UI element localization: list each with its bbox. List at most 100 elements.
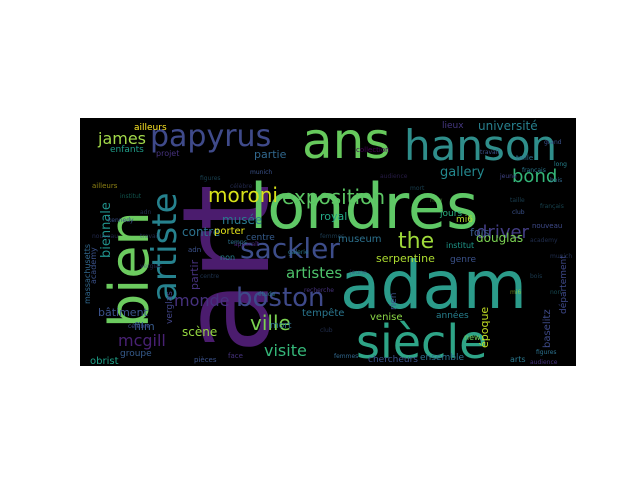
cloud-word: pièces [194, 356, 217, 364]
cloud-word: ensemble [420, 353, 464, 363]
cloud-word: mcgill [118, 331, 166, 350]
cloud-word-small: centre [200, 273, 219, 280]
cloud-word: rien [389, 293, 399, 310]
cloud-word: verglas [165, 291, 175, 324]
cloud-word-small: verglas [140, 263, 162, 270]
cloud-word: taille [516, 154, 533, 162]
cloud-word: apparaît [234, 241, 260, 248]
cloud-word: ailleurs [134, 123, 167, 133]
cloud-word: contre [182, 225, 220, 239]
cloud-word: département [558, 255, 569, 314]
cloud-word-small: adn [140, 209, 151, 216]
cloud-word: munich [250, 169, 272, 176]
cloud-word: temps [228, 239, 247, 246]
cloud-word: face [228, 352, 243, 360]
cloud-word: art [158, 184, 297, 354]
cloud-word: baselitz [542, 309, 553, 348]
cloud-word: galerie [288, 249, 309, 256]
cloud-word: museum [338, 234, 382, 245]
cloud-word-small: new [430, 197, 442, 204]
cloud-word: scène [182, 325, 217, 339]
cloud-word-small: institut [120, 193, 142, 200]
cloud-word-small: jeune [349, 269, 367, 276]
cloud-word-small: travail [140, 233, 159, 240]
cloud-word-small: figures [200, 175, 221, 182]
cloud-word: artiste [145, 192, 185, 302]
cloud-word: kennedy [108, 217, 134, 224]
cloud-word: sackler [240, 232, 340, 265]
cloud-word: grand [544, 139, 562, 146]
cloud-word: moroni [208, 183, 278, 207]
cloud-word: célèbre [128, 323, 150, 330]
cloud-word: club [512, 209, 525, 216]
cloud-word: douglas [476, 231, 523, 245]
cloud-word-small: célèbre [230, 183, 252, 190]
cloud-word: adn [188, 246, 201, 254]
cloud-word: genre [450, 255, 476, 265]
cloud-word: adam [340, 247, 527, 324]
cloud-word: travail [480, 149, 499, 156]
cloud-word: visite [264, 341, 307, 360]
cloud-word-small: nouveau [92, 233, 118, 240]
cloud-word: bois [550, 177, 562, 184]
cloud-word: massachusetts [83, 244, 92, 304]
cloud-word: ville [250, 311, 291, 335]
cloud-word: étude [258, 291, 276, 298]
cloud-word: institut [446, 241, 474, 250]
cloud-word: enfants [110, 145, 144, 155]
cloud-word: bâtiment [98, 306, 149, 319]
cloud-word: mort [270, 321, 292, 331]
cloud-word: français [522, 167, 546, 174]
cloud-word: papyrus [150, 119, 271, 154]
cloud-word: boston [236, 283, 325, 313]
cloud-word: partie [254, 148, 287, 161]
cloud-word: siècle [356, 315, 487, 366]
cloud-word: academy [89, 247, 98, 284]
cloud-word: recherche [304, 287, 334, 294]
cloud-word: porter [214, 226, 246, 237]
cloud-word: mi6 [456, 215, 473, 225]
cloud-word: ans [302, 118, 390, 170]
word-cloud: art londres adam bien ans hanson siècle papyrus… [80, 118, 576, 366]
cloud-word: bond [512, 166, 557, 187]
cloud-word-small: français [540, 203, 564, 210]
cloud-word-small: non [550, 289, 561, 296]
cloud-word: figures [536, 349, 557, 356]
cloud-word-small: academy [530, 237, 558, 244]
cloud-word: the [398, 229, 434, 254]
cloud-word: film [134, 320, 155, 333]
cloud-word-small: ailleurs [92, 182, 118, 190]
cloud-word: fois [470, 226, 490, 239]
cloud-word: époque [478, 307, 491, 348]
cloud-word: non [220, 253, 235, 262]
cloud-word: jeune [499, 173, 517, 180]
cloud-word: collection [356, 146, 390, 154]
cloud-word: driver [476, 222, 530, 243]
cloud-word: venise [370, 312, 403, 323]
cloud-word: royal [320, 210, 347, 223]
cloud-word: obrist [90, 356, 119, 366]
cloud-word: serpentine [376, 252, 435, 265]
cloud-word: femmes [334, 353, 358, 360]
cloud-word: bien [98, 211, 161, 328]
cloud-word-small: femmes [320, 233, 344, 240]
cloud-word-small: taille [510, 197, 525, 204]
cloud-word: jours [439, 209, 462, 219]
cloud-word: groupe [120, 349, 152, 359]
cloud-word: années [436, 310, 469, 321]
cloud-word: tempête [302, 307, 344, 319]
cloud-word: partir [188, 259, 201, 290]
cloud-word: chercheurs [368, 355, 418, 365]
cloud-word: hanson [404, 121, 557, 170]
cloud-word: musée [222, 213, 262, 227]
cloud-word: université [478, 119, 538, 133]
cloud-word: long [554, 161, 567, 168]
cloud-word: londres [250, 170, 478, 243]
cloud-word-small: mort [410, 185, 425, 192]
cloud-word-small: club [320, 327, 333, 334]
cloud-word: arts [510, 355, 526, 364]
cloud-word: biennale [99, 202, 114, 258]
cloud-word-small: bois [530, 273, 542, 280]
cloud-word-small: mi6 [510, 289, 522, 296]
